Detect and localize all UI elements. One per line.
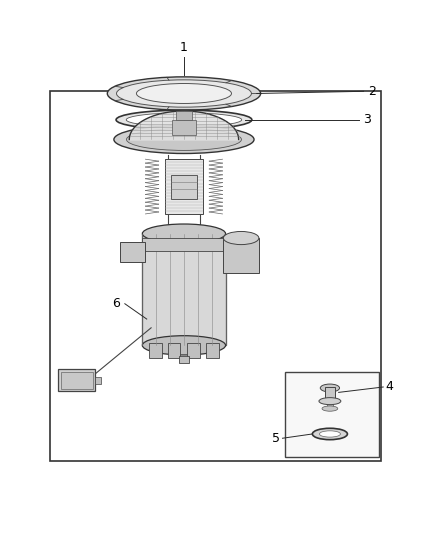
Bar bbox=[142, 233, 226, 345]
Ellipse shape bbox=[126, 113, 242, 127]
Text: 6: 6 bbox=[113, 297, 120, 310]
Text: 3: 3 bbox=[364, 114, 371, 126]
Bar bbox=[142, 238, 226, 251]
Ellipse shape bbox=[319, 398, 341, 405]
Ellipse shape bbox=[312, 429, 347, 440]
Bar bbox=[172, 120, 196, 135]
Ellipse shape bbox=[114, 125, 254, 154]
Ellipse shape bbox=[117, 80, 251, 107]
Ellipse shape bbox=[322, 406, 338, 411]
Ellipse shape bbox=[320, 384, 339, 392]
Text: 1: 1 bbox=[180, 41, 188, 54]
Text: 4: 4 bbox=[385, 381, 393, 393]
Ellipse shape bbox=[223, 231, 259, 245]
Bar bbox=[176, 111, 192, 120]
Text: 5: 5 bbox=[272, 432, 280, 445]
Bar bbox=[58, 369, 95, 391]
Bar bbox=[168, 343, 180, 359]
Ellipse shape bbox=[116, 110, 252, 130]
Ellipse shape bbox=[142, 336, 226, 355]
Text: 2: 2 bbox=[368, 85, 376, 98]
Ellipse shape bbox=[127, 128, 241, 150]
Bar bbox=[165, 159, 203, 214]
Ellipse shape bbox=[142, 224, 226, 243]
Bar bbox=[120, 243, 145, 262]
Bar bbox=[50, 91, 381, 462]
Bar bbox=[171, 174, 197, 199]
Bar bbox=[60, 372, 93, 389]
Ellipse shape bbox=[319, 431, 340, 437]
Ellipse shape bbox=[107, 77, 261, 110]
Bar bbox=[325, 387, 335, 401]
Bar bbox=[95, 377, 100, 384]
Bar bbox=[179, 356, 189, 363]
Bar bbox=[223, 238, 259, 273]
Bar bbox=[285, 372, 379, 457]
Ellipse shape bbox=[136, 84, 231, 103]
Bar bbox=[327, 401, 333, 409]
Bar bbox=[149, 343, 162, 359]
Bar bbox=[206, 343, 219, 359]
Bar bbox=[187, 343, 200, 359]
